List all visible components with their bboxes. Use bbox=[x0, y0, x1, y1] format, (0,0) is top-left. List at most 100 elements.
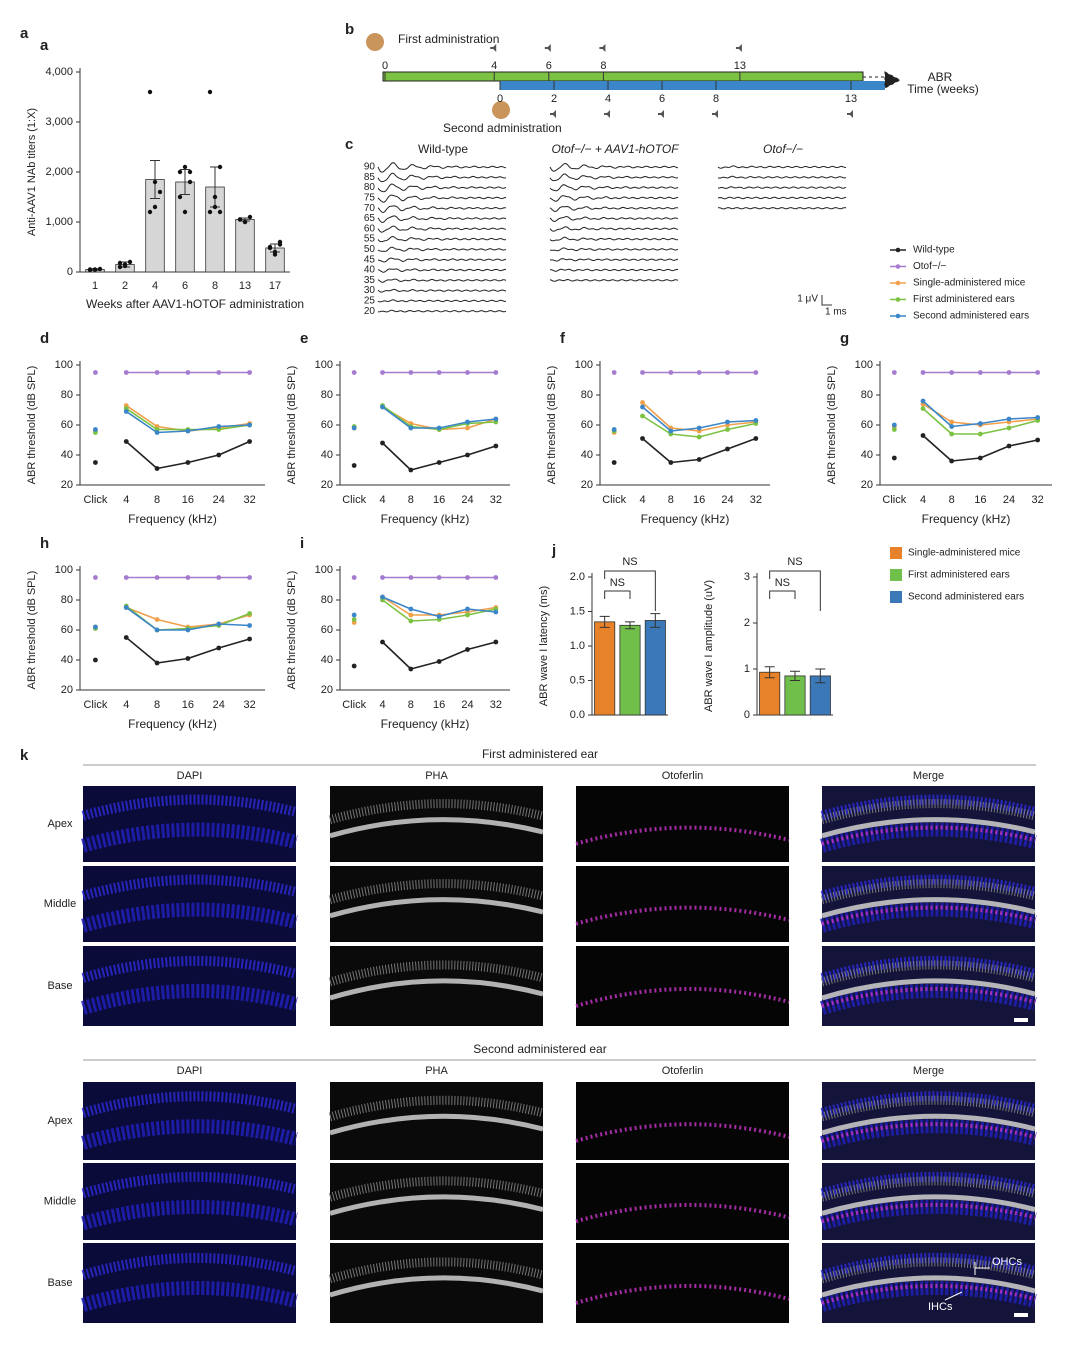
series-segment bbox=[382, 596, 412, 616]
tissue-band bbox=[821, 1283, 1036, 1305]
micrograph bbox=[328, 946, 545, 1026]
series-segment bbox=[922, 434, 953, 462]
tick-label: 8 bbox=[600, 60, 606, 72]
timeline-second bbox=[500, 81, 885, 90]
trace bbox=[377, 299, 507, 303]
data-point bbox=[185, 627, 191, 633]
data-point bbox=[154, 627, 160, 633]
micrograph bbox=[81, 1163, 298, 1240]
series-segment bbox=[727, 422, 756, 431]
micrograph bbox=[81, 1082, 298, 1160]
y-tick-label: 1 bbox=[744, 663, 750, 675]
y-axis-label: ABR threshold (dB SPL) bbox=[286, 366, 298, 485]
column-label: Merge bbox=[913, 770, 944, 782]
y-tick-label: 60 bbox=[321, 419, 333, 431]
data-point bbox=[493, 416, 499, 422]
data-point bbox=[93, 657, 98, 663]
data-point bbox=[123, 635, 129, 640]
y-tick-label: 80 bbox=[321, 594, 333, 606]
data-point bbox=[696, 370, 702, 375]
x-tick-label: 4 bbox=[379, 494, 385, 506]
data-point bbox=[127, 259, 133, 265]
annotation: NS bbox=[610, 577, 625, 589]
series-segment bbox=[382, 406, 412, 429]
x-tick-label: 6 bbox=[182, 280, 188, 292]
trace bbox=[377, 257, 507, 263]
y-tick-label: 0.0 bbox=[570, 709, 585, 721]
y-tick-label: 2.0 bbox=[570, 571, 585, 583]
data-point bbox=[436, 614, 442, 619]
trace-title: Wild-type bbox=[418, 142, 468, 156]
series-segment bbox=[410, 618, 440, 622]
legend-marker bbox=[895, 313, 901, 319]
data-point bbox=[93, 460, 98, 465]
y-tick-label: 3 bbox=[744, 571, 750, 583]
data-point bbox=[436, 370, 442, 375]
x-tick-label: 8 bbox=[154, 494, 160, 506]
tissue-band bbox=[80, 1280, 298, 1312]
data-point bbox=[117, 264, 123, 270]
tissue-band bbox=[821, 825, 1036, 846]
y-tick-label: 40 bbox=[61, 654, 73, 666]
trace bbox=[549, 173, 679, 182]
series-segment bbox=[642, 415, 672, 435]
tissue-band bbox=[821, 1275, 1036, 1298]
data-point bbox=[93, 624, 98, 630]
data-point bbox=[408, 575, 414, 580]
legend-label: Second administered ears bbox=[908, 592, 1024, 603]
tissue-band bbox=[81, 1091, 298, 1118]
series-segment bbox=[980, 427, 1010, 435]
data-point bbox=[465, 452, 470, 458]
y-tick-label: 40 bbox=[321, 449, 333, 461]
tissue-band bbox=[575, 1283, 790, 1305]
panel-label: a bbox=[40, 37, 49, 54]
y-tick-label: 60 bbox=[861, 419, 873, 431]
data-point bbox=[272, 249, 278, 255]
trace bbox=[550, 268, 679, 272]
series-segment bbox=[438, 648, 468, 663]
timeline-first bbox=[382, 71, 864, 82]
micrograph-bg bbox=[576, 1082, 789, 1160]
data-point bbox=[247, 611, 252, 616]
error-bar bbox=[599, 615, 610, 628]
data-point bbox=[351, 663, 357, 669]
trace-title: Otof−/− + AAV1-hOTOF bbox=[551, 142, 679, 156]
column-label: PHA bbox=[425, 1065, 448, 1077]
tissue-band bbox=[575, 825, 790, 846]
series-segment bbox=[698, 448, 728, 461]
panel-label: g bbox=[840, 330, 849, 347]
bar bbox=[619, 624, 641, 716]
data-point bbox=[247, 214, 253, 220]
micrograph bbox=[819, 1243, 1037, 1323]
series-segment bbox=[698, 428, 728, 438]
data-point bbox=[753, 418, 759, 423]
scale-bar bbox=[821, 295, 832, 306]
trace bbox=[377, 288, 507, 293]
trace bbox=[377, 162, 507, 173]
tissue-band bbox=[81, 874, 298, 901]
error-bar bbox=[764, 666, 775, 679]
scale-bar bbox=[1014, 1313, 1028, 1317]
tissue-band bbox=[575, 905, 790, 926]
data-point bbox=[185, 575, 191, 580]
level-label: 80 bbox=[364, 182, 376, 193]
data-point bbox=[351, 425, 357, 431]
micrograph bbox=[820, 1082, 1037, 1160]
x-axis-label: Weeks after AAV1-hOTOF administration bbox=[86, 297, 304, 311]
tissue-band bbox=[81, 794, 298, 821]
annotation: First administration bbox=[398, 32, 499, 46]
data-point bbox=[465, 606, 470, 612]
data-point bbox=[117, 260, 123, 266]
data-point bbox=[753, 370, 759, 375]
data-point bbox=[123, 370, 129, 375]
scale-bar bbox=[1014, 1018, 1028, 1022]
trace bbox=[377, 235, 507, 243]
mouse-icon bbox=[492, 101, 510, 119]
data-point bbox=[123, 575, 129, 580]
column-label: DAPI bbox=[177, 1065, 203, 1077]
data-point bbox=[949, 370, 955, 375]
data-point bbox=[977, 455, 983, 461]
legend-swatch bbox=[890, 547, 902, 559]
micrograph bbox=[80, 946, 298, 1026]
panel-label: f bbox=[560, 330, 566, 347]
